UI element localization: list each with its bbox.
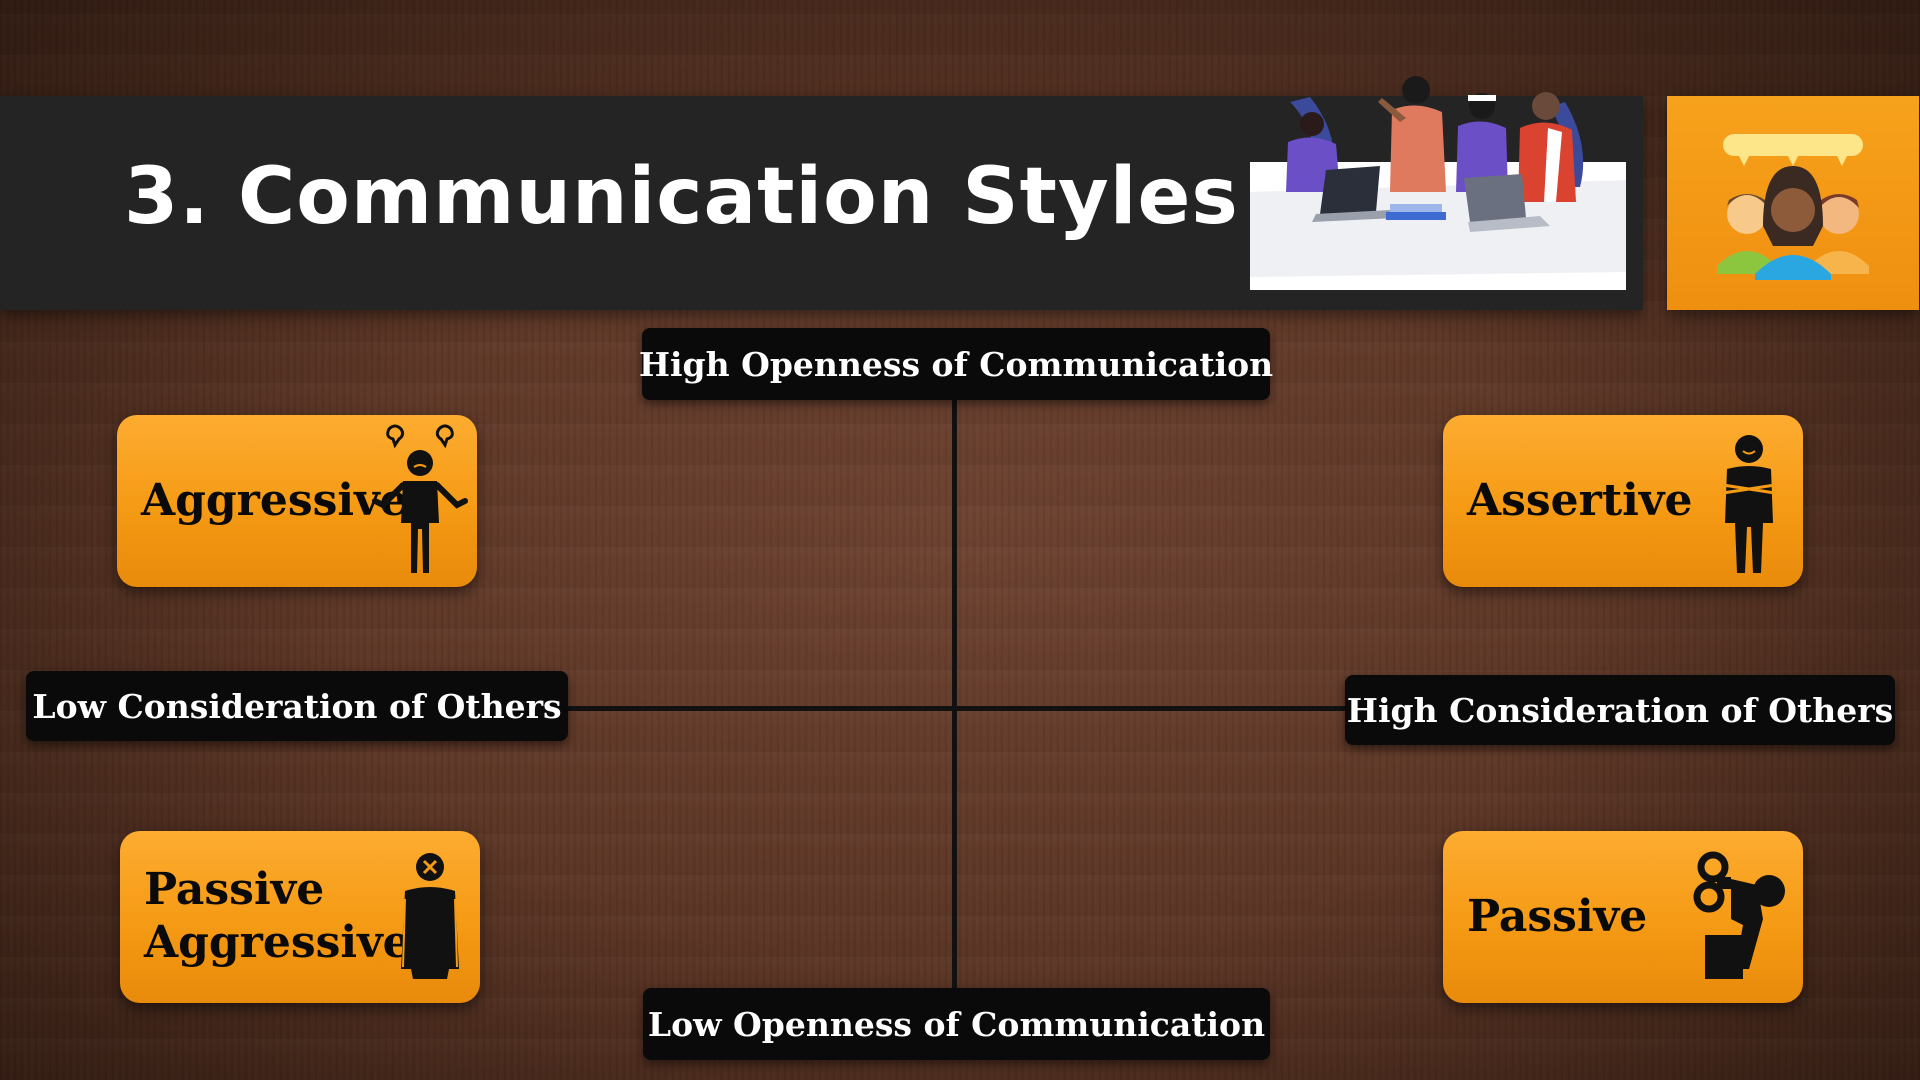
card-passive-aggressive-line2: Aggressive [144, 917, 411, 968]
horizontal-axis-line [550, 706, 1350, 711]
page-title: 3. Communication Styles [124, 152, 1239, 242]
team-meeting-illustration [1250, 76, 1626, 290]
axis-label-low-consideration: Low Consideration of Others [26, 671, 568, 741]
card-aggressive: Aggressive [117, 415, 477, 587]
card-passive-aggressive: Passive Aggressive [120, 831, 480, 1003]
group-tile [1667, 96, 1919, 310]
card-aggressive-label: Aggressive [141, 474, 408, 526]
card-passive-label: Passive [1467, 890, 1648, 942]
vertical-axis-line [952, 390, 957, 990]
axis-label-low-openness: Low Openness of Communication [643, 988, 1270, 1060]
team-group-icon [1717, 134, 1869, 280]
confident-person-icon [1722, 435, 1776, 573]
card-passive-aggressive-line1: Passive [144, 864, 325, 916]
axis-label-high-consideration: High Consideration of Others [1345, 675, 1895, 745]
card-passive-aggressive-label: Passive Aggressive [144, 831, 411, 1003]
card-assertive-label: Assertive [1467, 474, 1693, 526]
axis-label-high-openness: High Openness of Communication [639, 328, 1273, 400]
frustrated-person-icon [401, 853, 459, 979]
wind-up-person-icon [1693, 851, 1785, 979]
angry-person-icon [372, 424, 468, 573]
card-assertive: Assertive [1443, 415, 1803, 587]
card-passive: Passive [1443, 831, 1803, 1003]
